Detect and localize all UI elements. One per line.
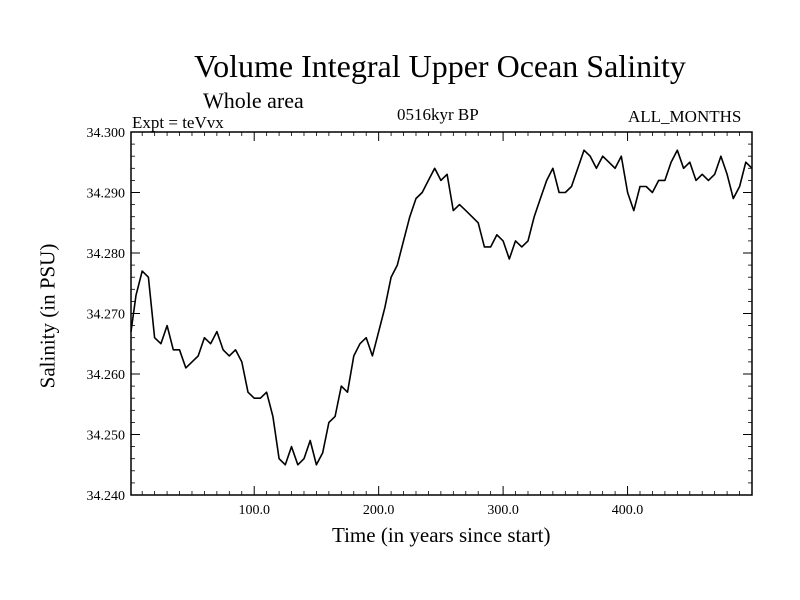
axis-tick-labels: 34.240 34.250 34.260 34.270 34.280 34.290 34.3… [87,126,644,518]
x-tick-label: 100.0 [238,503,270,518]
axis-ticks [131,131,752,496]
y-tick-label: 34.240 [87,489,126,504]
period-label: 0516kyr BP [397,105,479,124]
months-label: ALL_MONTHS [628,107,742,126]
y-tick-label: 34.260 [87,368,126,383]
y-tick-label: 34.280 [87,247,126,262]
plot-frame [130,131,753,496]
x-tick-label: 400.0 [612,503,644,518]
y-tick-label: 34.270 [87,308,126,323]
y-tick-label: 34.300 [87,126,126,141]
series-layer [130,149,753,466]
y-tick-label: 34.250 [87,429,126,444]
experiment-label: Expt = teVvx [132,113,224,132]
chart-title: Volume Integral Upper Ocean Salinity [194,48,686,84]
x-axis-label: Time (in years since start) [332,523,551,547]
x-tick-label: 300.0 [487,503,519,518]
series-line [130,149,753,466]
x-tick-label: 200.0 [363,503,395,518]
y-tick-label: 34.290 [87,187,126,202]
chart-subtitle: Whole area [203,88,304,113]
